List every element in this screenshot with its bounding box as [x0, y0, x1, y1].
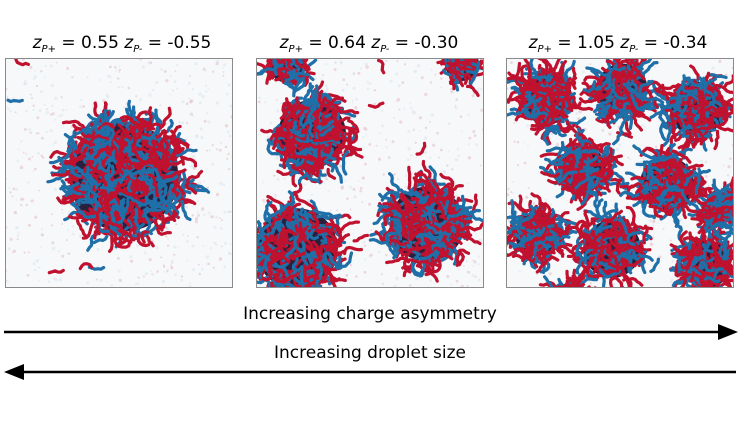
snapshot-panel-2	[256, 58, 484, 288]
charge-asymmetry-label: Increasing charge asymmetry	[243, 304, 497, 324]
snapshot-panel-1	[5, 58, 233, 288]
snapshot-image-2	[257, 59, 483, 287]
panel-2-title: zP+ = 0.64 zP- = -0.30	[279, 33, 459, 55]
snapshot-panel-3	[506, 58, 734, 288]
right-arrow	[4, 324, 738, 340]
panel-1-title: zP+ = 0.55 zP- = -0.55	[32, 33, 212, 55]
left-arrow	[4, 364, 736, 380]
snapshot-image-3	[507, 59, 733, 287]
snapshot-image-1	[6, 59, 232, 287]
panel-3-title: zP+ = 1.05 zP- = -0.34	[528, 33, 708, 55]
droplet-size-label: Increasing droplet size	[274, 343, 466, 363]
